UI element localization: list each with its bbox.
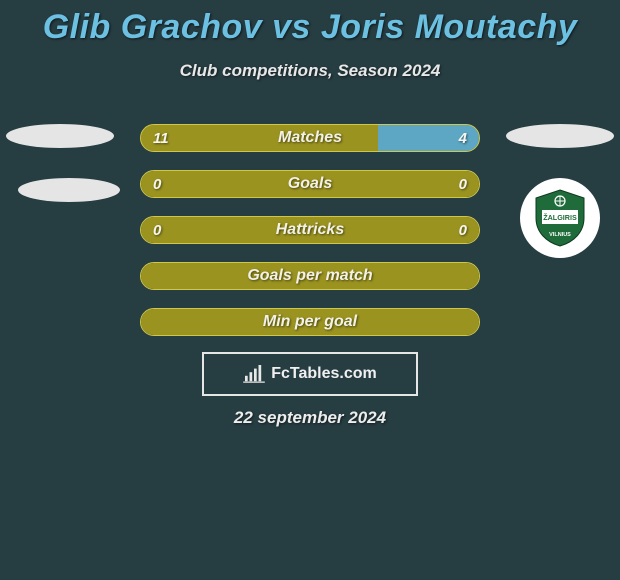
stat-bar-left — [141, 125, 378, 151]
stat-row-matches: Matches114 — [140, 124, 480, 152]
bar-chart-icon — [243, 365, 265, 383]
player-right-photo-placeholder — [506, 124, 614, 148]
stat-row-goals: Goals00 — [140, 170, 480, 198]
stat-bar-right — [378, 125, 479, 151]
stat-bar-left — [141, 263, 479, 289]
comparison-rows: Matches114 Goals00 Hattricks00 Goals per ma… — [140, 124, 480, 354]
footer-brand-box[interactable]: FcTables.com — [202, 352, 418, 396]
svg-text:ŽALGIRIS: ŽALGIRIS — [543, 213, 577, 222]
stat-row-hattricks: Hattricks00 — [140, 216, 480, 244]
player-left-photo-placeholder-1 — [6, 124, 114, 148]
footer-brand-text: FcTables.com — [271, 365, 377, 383]
stat-row-goals-per-match: Goals per match — [140, 262, 480, 290]
player-left-photo-placeholder-2 — [18, 178, 120, 202]
zalgiris-crest-icon: ŽALGIRIS VILNIUS — [528, 186, 592, 250]
subtitle: Club competitions, Season 2024 — [0, 61, 620, 81]
stat-bar-left — [141, 171, 479, 197]
stat-bar-left — [141, 309, 479, 335]
svg-text:VILNIUS: VILNIUS — [549, 232, 571, 238]
date-line: 22 september 2024 — [0, 408, 620, 428]
stat-bar-left — [141, 217, 479, 243]
stat-row-min-per-goal: Min per goal — [140, 308, 480, 336]
club-badge-right: ŽALGIRIS VILNIUS — [520, 178, 600, 258]
page-title: Glib Grachov vs Joris Moutachy — [0, 0, 620, 47]
